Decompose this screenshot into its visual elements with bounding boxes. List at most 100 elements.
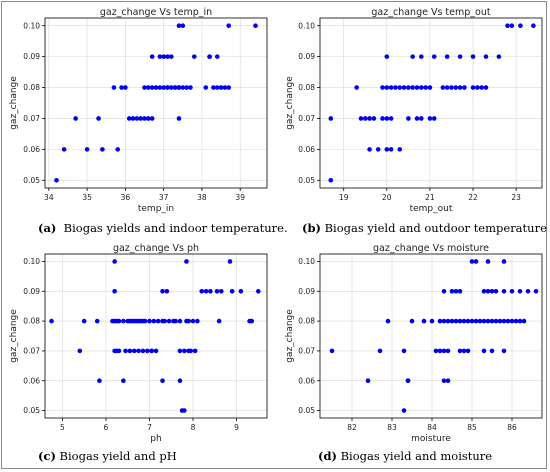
x-tick-label: 6: [104, 423, 109, 432]
data-point: [140, 348, 146, 354]
data-point: [419, 54, 424, 59]
data-point: [401, 85, 407, 90]
data-point: [470, 85, 476, 90]
data-point: [433, 348, 439, 354]
data-point: [501, 259, 507, 264]
y-tick-label: 0.09: [23, 287, 40, 296]
data-point: [457, 318, 463, 324]
data-point: [457, 348, 463, 354]
data-point: [253, 23, 258, 29]
data-point: [441, 348, 447, 354]
data-point: [119, 85, 124, 90]
data-point: [367, 147, 372, 152]
data-point: [517, 318, 523, 324]
data-point: [165, 85, 170, 90]
data-point: [112, 259, 117, 264]
data-point: [218, 288, 224, 294]
data-point: [142, 116, 147, 121]
data-point: [405, 378, 411, 384]
data-point: [100, 147, 105, 152]
plot-area-frame: [44, 17, 268, 189]
data-point: [186, 318, 191, 324]
data-point: [142, 85, 147, 90]
data-point: [126, 116, 132, 121]
data-point: [222, 85, 228, 90]
data-point: [77, 348, 83, 354]
data-point: [518, 23, 523, 29]
data-point: [461, 348, 467, 354]
data-point: [188, 85, 193, 90]
data-point: [371, 116, 377, 121]
data-point: [401, 408, 407, 413]
data-point: [160, 288, 165, 294]
data-point: [190, 318, 196, 324]
x-tick-label: 34: [44, 193, 54, 202]
data-point: [136, 348, 141, 354]
data-point: [489, 318, 495, 324]
data-point: [509, 23, 515, 29]
data-point: [214, 288, 220, 294]
data-point: [162, 318, 168, 324]
data-point: [406, 116, 411, 121]
data-point: [94, 318, 100, 324]
data-point: [479, 85, 484, 90]
data-point: [384, 85, 390, 90]
data-point: [367, 116, 372, 121]
data-point: [509, 318, 515, 324]
y-tick-label: 0.06: [23, 376, 40, 385]
data-point: [444, 85, 450, 90]
caption-b-text: Biogas yield and outdoor temperature: [324, 221, 547, 235]
data-point: [419, 85, 424, 90]
data-point: [354, 85, 359, 90]
data-point: [497, 318, 503, 324]
data-point: [169, 54, 174, 59]
scatter-chart-moisture: gaz_change Vs moisture 82 83 84 85 86 0.05 0.06…: [285, 243, 543, 444]
x-tick-label: 85: [467, 423, 477, 432]
data-point: [177, 318, 183, 324]
data-point: [521, 318, 527, 324]
data-point: [207, 54, 212, 59]
data-point: [449, 318, 455, 324]
y-tick-label: 0.10: [23, 21, 40, 30]
data-point: [465, 348, 471, 354]
data-point: [513, 318, 519, 324]
data-point: [377, 348, 383, 354]
data-point: [149, 348, 154, 354]
data-point: [453, 318, 459, 324]
data-point: [485, 318, 491, 324]
data-point: [161, 85, 166, 90]
data-point: [144, 348, 150, 354]
data-point: [134, 116, 140, 121]
caption-d-letter: (d): [318, 449, 337, 463]
data-point: [481, 348, 487, 354]
y-tick-label: 0.09: [23, 52, 40, 61]
x-tick-label: 86: [507, 423, 517, 432]
data-point: [226, 85, 232, 90]
data-point: [111, 85, 117, 90]
data-point: [173, 318, 178, 324]
caption-a: (a) Biogas yields and indoor temperature…: [38, 221, 288, 235]
data-point: [127, 348, 133, 354]
data-point: [172, 85, 178, 90]
data-point: [208, 288, 213, 294]
x-tick-label: 36: [121, 193, 131, 202]
data-point: [388, 116, 394, 121]
data-point: [149, 85, 155, 90]
x-tick-label: 21: [425, 193, 435, 202]
data-point: [453, 85, 459, 90]
data-point: [493, 288, 499, 294]
caption-a-text: Biogas yields and indoor temperature.: [63, 221, 288, 235]
data-point: [155, 318, 161, 324]
data-point: [380, 116, 385, 121]
data-point: [485, 259, 491, 264]
x-tick-label: 39: [235, 193, 245, 202]
x-tick-label: 23: [511, 193, 521, 202]
data-point: [362, 116, 368, 121]
y-tick-label: 0.05: [23, 406, 40, 415]
data-point: [121, 318, 126, 324]
data-point: [229, 288, 235, 294]
chart-title: gaz_change Vs moisture: [373, 243, 489, 254]
data-point: [483, 85, 489, 90]
y-tick-label: 0.08: [23, 83, 40, 92]
data-point: [385, 318, 391, 324]
